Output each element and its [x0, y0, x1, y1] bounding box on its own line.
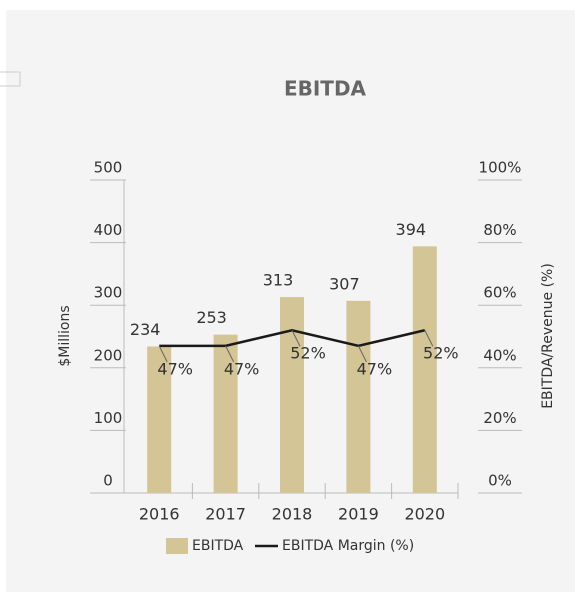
bar — [147, 346, 172, 493]
legend-label: EBITDA — [192, 538, 244, 554]
x-tick-label: 2017 — [205, 505, 246, 524]
bar-value-label: 253 — [196, 308, 227, 327]
y2-tick-label: 60% — [483, 284, 516, 302]
leader-line — [158, 345, 168, 363]
y2-tick-label: 100% — [479, 159, 522, 177]
x-tick-label: 2019 — [338, 505, 379, 524]
y2-tick-label: 40% — [483, 346, 516, 364]
y-tick-label: 100 — [94, 409, 123, 427]
y2-tick-label: 20% — [483, 409, 516, 427]
leader-line — [291, 330, 301, 347]
y2-tick-label: 0% — [488, 472, 512, 490]
bar-value-label: 307 — [329, 274, 360, 293]
leader-line — [357, 345, 367, 363]
y-tick-label: 500 — [94, 159, 123, 177]
bar — [412, 246, 437, 493]
legend-swatch — [166, 538, 188, 554]
x-tick-label: 2016 — [139, 505, 180, 524]
tab — [0, 71, 21, 87]
bar-value-label: 234 — [130, 320, 161, 339]
line-value-label: 52% — [423, 344, 459, 363]
bar — [213, 334, 238, 493]
line-value-label: 47% — [357, 359, 393, 378]
y2-tick-label: 80% — [483, 221, 516, 239]
y-tick-label: 200 — [94, 346, 123, 364]
y-tick-label: 400 — [94, 221, 123, 239]
x-tick-label: 2020 — [404, 505, 445, 524]
bar — [346, 300, 371, 493]
bar-value-label: 313 — [263, 271, 294, 290]
bar-value-label: 394 — [396, 220, 427, 239]
leader-line — [424, 330, 434, 347]
line-value-label: 52% — [290, 344, 326, 363]
y2-axis-label: EBITDA/Revenue (%) — [540, 263, 556, 409]
y-axis-label: $Millions — [57, 305, 73, 366]
x-tick-label: 2018 — [272, 505, 313, 524]
leader-line — [225, 345, 235, 363]
y-tick-label: 0 — [103, 472, 113, 490]
bar — [280, 297, 304, 493]
legend-label: EBITDA Margin (%) — [282, 538, 414, 554]
chart-title: EBITDA — [284, 77, 367, 101]
line-value-label: 47% — [224, 359, 260, 378]
y-tick-label: 300 — [94, 284, 123, 302]
line-value-label: 47% — [157, 359, 193, 378]
